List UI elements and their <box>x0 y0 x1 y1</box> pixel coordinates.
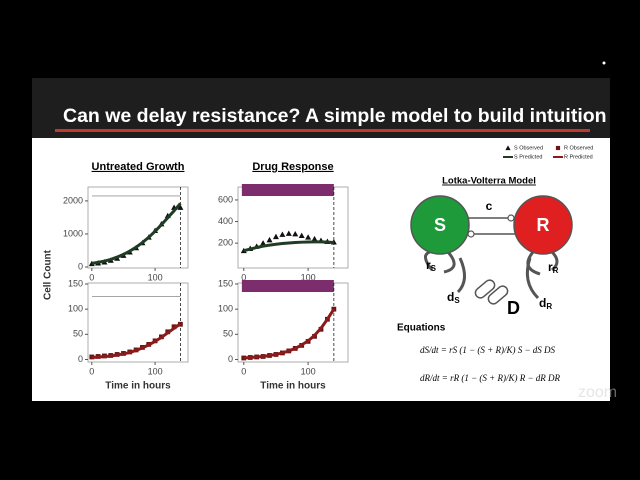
pill <box>474 279 496 299</box>
y-tick-label: 400 <box>218 216 233 226</box>
y-tick-label: 600 <box>218 194 233 204</box>
label: dR <box>539 296 552 311</box>
node-s <box>410 195 470 255</box>
drug-band <box>241 280 334 292</box>
y-axis-label: Cell Count <box>43 249 54 300</box>
marker <box>260 240 267 246</box>
drug-band <box>241 184 334 196</box>
y-tick-label: 2000 <box>63 195 83 205</box>
marker <box>266 236 273 243</box>
plot-area <box>237 186 349 269</box>
marker <box>177 204 184 210</box>
y-tick-label: 150 <box>218 278 233 288</box>
equations-title: Equations <box>397 323 446 334</box>
marker <box>311 235 318 242</box>
plot-area <box>87 186 189 269</box>
marker <box>555 145 561 151</box>
label: d <box>539 296 546 310</box>
header <box>32 78 610 138</box>
legend-label: R Observed <box>564 145 593 151</box>
edge-label: c <box>486 199 493 213</box>
label: rR <box>548 260 559 275</box>
y-tick-label: 150 <box>68 278 83 288</box>
marker <box>305 234 312 240</box>
marker <box>285 230 292 236</box>
legend-label: S Observed <box>514 145 543 151</box>
diagram <box>424 214 559 305</box>
x-tick-label: 100 <box>148 272 163 282</box>
y-tick-label: 100 <box>218 304 233 314</box>
prediction-line <box>91 322 182 359</box>
marker <box>505 145 511 151</box>
legend-label: R Predicted <box>564 154 593 160</box>
watermark: zoom <box>578 384 617 401</box>
label-sub: R <box>553 266 559 275</box>
y-tick-label: 1000 <box>63 228 83 238</box>
y-tick-label: 200 <box>218 238 233 248</box>
chart: Time in hours 0 50 100 150 0 100 <box>218 278 349 392</box>
node-label: S <box>434 215 446 235</box>
label-sub: R <box>546 302 552 311</box>
marker <box>279 231 286 237</box>
chart: Drug Response 200 400 600 0 100 <box>218 161 349 282</box>
y-tick-label: 50 <box>223 329 233 339</box>
marker <box>88 260 95 267</box>
label: rS <box>426 258 437 273</box>
label-sub: S <box>454 296 460 305</box>
x-axis-label: Time in hours <box>105 381 171 392</box>
arrow <box>456 257 466 294</box>
equation: dR/dt = rR (1 − (S + R)/K) R − dR DR <box>420 373 561 383</box>
prediction-line <box>243 308 336 360</box>
diagram-title: Lotka-Volterra Model <box>442 176 536 187</box>
dot <box>602 61 606 65</box>
x-tick-label: 0 <box>241 272 246 282</box>
y-tick-label: 0 <box>78 261 83 271</box>
x-tick-label: 0 <box>89 366 94 376</box>
marker <box>292 230 299 237</box>
marker <box>331 306 337 312</box>
x-tick-label: 100 <box>148 366 163 376</box>
marker <box>272 233 279 240</box>
chart: Time in hours 0 50 100 150 0 100 <box>68 278 189 392</box>
label-sub: S <box>431 264 437 273</box>
chart-title: Untreated Growth <box>92 161 185 173</box>
label: d <box>447 290 454 304</box>
y-tick-label: 0 <box>228 354 233 364</box>
y-tick-label: 0 <box>78 354 83 364</box>
legend: S Observed R Observed S Predicted R Predict… <box>503 145 593 160</box>
x-tick-label: 0 <box>89 272 94 282</box>
x-tick-label: 0 <box>241 366 246 376</box>
slide-title: Can we delay resistance? A simple model … <box>63 105 607 127</box>
x-axis-label: Time in hours <box>260 381 326 392</box>
edge-end <box>507 214 515 222</box>
chart-title: Drug Response <box>252 161 333 173</box>
label: dS <box>447 290 460 305</box>
node-r <box>513 195 573 255</box>
x-tick-label: 100 <box>301 272 316 282</box>
pill <box>487 285 509 305</box>
arrow <box>424 250 434 271</box>
label: D <box>507 298 520 318</box>
label: r <box>548 260 553 274</box>
arrow <box>443 251 456 274</box>
arrow <box>550 250 559 272</box>
prediction-line <box>91 202 182 265</box>
legend-label: S Predicted <box>514 154 542 160</box>
equation: dS/dt = rS (1 − (S + R)/K) S − dS DS <box>420 345 556 355</box>
title-underline <box>55 129 590 132</box>
x-tick-label: 100 <box>301 366 316 376</box>
arrow <box>525 257 540 300</box>
marker <box>298 232 305 238</box>
prediction-line <box>243 240 334 253</box>
y-tick-label: 50 <box>73 329 83 339</box>
node-label: R <box>537 215 550 235</box>
y-tick-label: 100 <box>68 304 83 314</box>
chart: Untreated Growth 0 1000 2000 0 100 <box>63 161 189 282</box>
label: r <box>426 258 431 272</box>
